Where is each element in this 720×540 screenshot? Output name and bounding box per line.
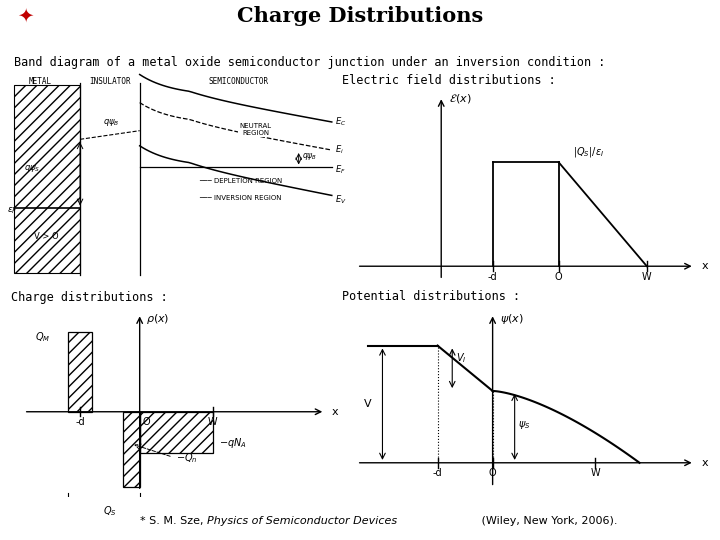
Text: ─── INVERSION REGION: ─── INVERSION REGION bbox=[199, 195, 282, 201]
Text: $-qN_A$: $-qN_A$ bbox=[219, 436, 247, 450]
Text: x: x bbox=[702, 261, 708, 271]
Text: INSULATOR: INSULATOR bbox=[89, 77, 131, 86]
Text: $\psi(x)$: $\psi(x)$ bbox=[500, 312, 523, 326]
Text: W: W bbox=[590, 468, 600, 478]
Bar bbox=[68, 332, 91, 411]
Text: NEUTRAL
REGION: NEUTRAL REGION bbox=[240, 123, 271, 136]
Text: ─── DEPLETION REGION: ─── DEPLETION REGION bbox=[199, 178, 282, 184]
Text: W: W bbox=[208, 417, 217, 427]
Text: O: O bbox=[555, 272, 562, 282]
Text: $Q_M$: $Q_M$ bbox=[35, 330, 50, 344]
Text: Electric field distributions :: Electric field distributions : bbox=[342, 75, 556, 87]
Text: $E_F$: $E_F$ bbox=[335, 163, 346, 176]
Text: $-Q_n$: $-Q_n$ bbox=[176, 451, 198, 465]
Text: x: x bbox=[332, 407, 338, 417]
Text: $\rho(x)$: $\rho(x)$ bbox=[146, 312, 170, 326]
Text: O: O bbox=[143, 417, 150, 427]
Text: V: V bbox=[364, 399, 372, 409]
Text: (Wiley, New York, 2006).: (Wiley, New York, 2006). bbox=[477, 516, 617, 525]
Text: $\mathcal{E}(x)$: $\mathcal{E}(x)$ bbox=[449, 92, 471, 105]
Bar bbox=[140, 411, 212, 454]
Text: Charge Distributions: Charge Distributions bbox=[237, 6, 483, 26]
Text: METAL: METAL bbox=[29, 77, 52, 86]
Text: $V_I$: $V_I$ bbox=[456, 350, 467, 365]
Text: Physics of Semiconductor Devices: Physics of Semiconductor Devices bbox=[207, 516, 397, 525]
Text: $E_V$: $E_V$ bbox=[335, 193, 347, 206]
Text: SEMICONDUCTOR: SEMICONDUCTOR bbox=[209, 77, 269, 86]
Text: $|Q_S|/\varepsilon_I$: $|Q_S|/\varepsilon_I$ bbox=[573, 145, 605, 159]
Text: $q\psi_B$: $q\psi_B$ bbox=[302, 151, 318, 161]
Text: x: x bbox=[702, 458, 708, 468]
Text: Charge distributions :: Charge distributions : bbox=[11, 291, 167, 303]
Text: ✦: ✦ bbox=[17, 6, 34, 26]
Text: Band diagram of a metal oxide semiconductor junction under an inversion conditio: Band diagram of a metal oxide semiconduc… bbox=[14, 56, 606, 69]
Bar bbox=[14, 85, 80, 273]
Text: $q\psi_B$: $q\psi_B$ bbox=[103, 117, 120, 128]
Text: $Q_S$: $Q_S$ bbox=[103, 504, 117, 518]
Text: Potential distributions :: Potential distributions : bbox=[342, 291, 521, 303]
Text: W: W bbox=[642, 272, 652, 282]
Text: $\varepsilon_F$: $\varepsilon_F$ bbox=[7, 206, 18, 216]
Text: * S. M. Sze,: * S. M. Sze, bbox=[140, 516, 207, 525]
Text: O: O bbox=[489, 468, 496, 478]
Text: $\psi_S$: $\psi_S$ bbox=[518, 419, 531, 431]
Text: V > O: V > O bbox=[34, 232, 58, 241]
Bar bbox=[123, 411, 140, 487]
Text: $E_i$: $E_i$ bbox=[335, 144, 344, 157]
Text: $q\psi_S$: $q\psi_S$ bbox=[24, 163, 40, 173]
Text: $E_C$: $E_C$ bbox=[335, 116, 346, 129]
Text: -d: -d bbox=[76, 417, 85, 427]
Text: -d: -d bbox=[433, 468, 442, 478]
Text: -d: -d bbox=[488, 272, 498, 282]
